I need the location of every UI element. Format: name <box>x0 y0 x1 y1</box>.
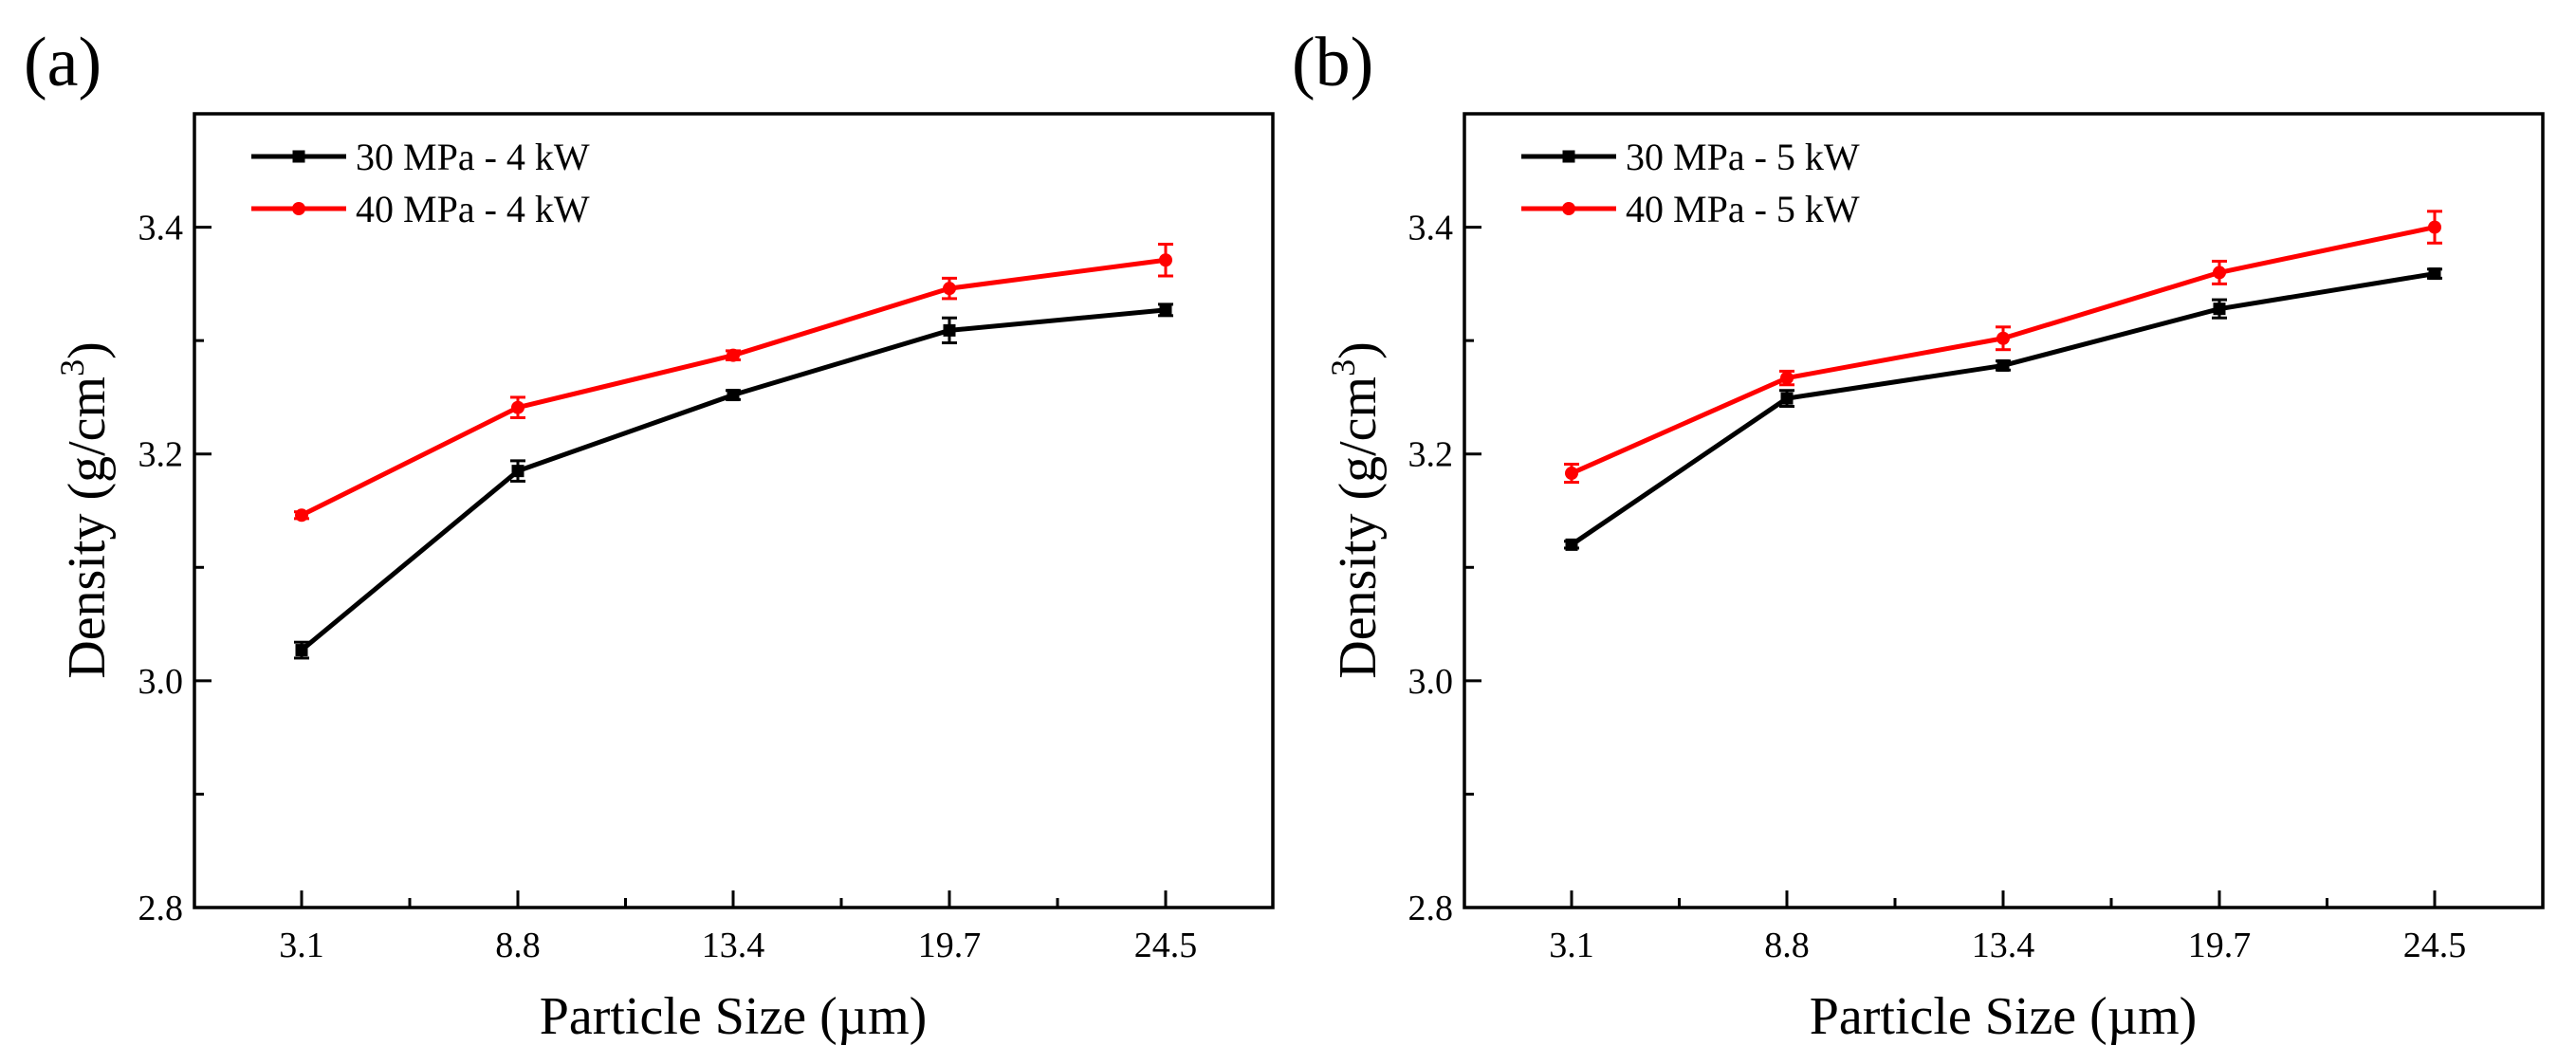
data-point <box>2428 267 2441 281</box>
plot-area-b <box>1463 112 2545 909</box>
series-layer-b <box>1564 210 2442 551</box>
chart-panel-b: (b) 3.1 8.8 13.4 19.7 24.5 2.8 3.0 3.2 3.4 30 M… <box>1292 24 2545 1046</box>
data-point <box>1159 253 1172 267</box>
data-point <box>295 508 308 523</box>
series-30-mpa-4-kw <box>294 303 1173 660</box>
y-tick-label-a: 2.8 <box>138 889 184 928</box>
y-ticks-b: 2.8 3.0 3.2 3.4 <box>1408 112 1481 928</box>
x-tick-label-a: 19.7 <box>918 926 982 965</box>
y-tick-label-a: 3.2 <box>138 435 184 475</box>
x-tick-label-a: 8.8 <box>495 926 541 965</box>
data-point <box>2213 303 2226 316</box>
x-ticks-b: 3.1 8.8 13.4 19.7 24.5 <box>1549 890 2466 965</box>
data-point <box>943 282 956 296</box>
legend-marker <box>292 202 305 215</box>
data-point <box>511 465 524 478</box>
x-axis-label-b: Particle Size (µm) <box>1810 987 2198 1046</box>
y-axis-label-main-a: Density (g/cm <box>58 376 117 679</box>
legend-marker <box>1562 150 1575 163</box>
data-point <box>1996 331 2010 345</box>
data-point <box>2213 266 2226 280</box>
legend-marker <box>292 150 305 163</box>
legend-a: 30 MPa - 4 kW 40 MPa - 4 kW <box>251 136 590 230</box>
legend-label: 40 MPa - 5 kW <box>1626 188 1860 230</box>
data-point <box>1565 538 1578 551</box>
x-tick-label-b: 8.8 <box>1764 926 1810 965</box>
y-tick-label-a: 3.0 <box>138 662 184 702</box>
y-tick-label-a: 3.4 <box>138 209 184 248</box>
legend-label: 30 MPa - 4 kW <box>356 136 590 178</box>
data-point <box>1996 358 2010 372</box>
y-tick-label-b: 3.0 <box>1408 662 1454 702</box>
legend-label: 30 MPa - 5 kW <box>1626 136 1860 178</box>
y-ticks-a: 2.8 3.0 3.2 3.4 <box>138 112 212 928</box>
data-point <box>295 644 308 657</box>
legend-item: 40 MPa - 5 kW <box>1521 188 1860 230</box>
series-line-40-mpa-4-kw <box>300 257 1167 518</box>
x-tick-label-b: 13.4 <box>1972 926 2035 965</box>
y-axis-label-main-b: Density (g/cm <box>1329 376 1388 679</box>
series-40-mpa-4-kw <box>294 243 1173 523</box>
data-point <box>727 348 740 362</box>
series-layer-a <box>294 243 1173 660</box>
data-point <box>1780 371 1794 385</box>
panel-label-a: (a) <box>24 24 101 101</box>
series-40-mpa-5-kw <box>1564 210 2442 485</box>
y-tick-label-b: 3.2 <box>1408 435 1454 475</box>
x-tick-label-b: 24.5 <box>2403 926 2467 965</box>
series-line-30-mpa-5-kw <box>1570 271 2436 547</box>
legend-item: 30 MPa - 5 kW <box>1521 136 1860 178</box>
data-point <box>2428 220 2441 234</box>
x-ticks-a: 3.1 8.8 13.4 19.7 24.5 <box>279 890 1197 965</box>
legend-label: 40 MPa - 4 kW <box>356 188 590 230</box>
data-point <box>1159 303 1172 317</box>
y-axis-label-close-a: ) <box>58 341 117 359</box>
legend-b: 30 MPa - 5 kW 40 MPa - 5 kW <box>1521 136 1860 230</box>
data-point <box>727 389 740 402</box>
x-tick-label-a: 13.4 <box>702 926 765 965</box>
y-axis-label-sup-a: 3 <box>53 359 91 376</box>
x-tick-label-a: 24.5 <box>1134 926 1198 965</box>
series-30-mpa-5-kw <box>1564 267 2442 551</box>
y-tick-label-b: 3.4 <box>1408 209 1454 248</box>
chart-panel-a: (a) 3.1 8.8 13.4 19.7 24.5 2.8 3.0 3.2 3.4 30 M… <box>24 24 1275 1046</box>
legend-item: 40 MPa - 4 kW <box>251 188 590 230</box>
plot-area-a <box>193 112 1275 909</box>
legend-item: 30 MPa - 4 kW <box>251 136 590 178</box>
y-axis-label-b: Density (g/cm3) <box>1324 341 1388 678</box>
y-tick-label-b: 2.8 <box>1408 889 1454 928</box>
y-axis-label-sup-b: 3 <box>1324 359 1362 376</box>
data-point <box>511 400 524 414</box>
x-tick-label-a: 3.1 <box>279 926 324 965</box>
data-point <box>1565 467 1578 481</box>
legend-marker <box>1562 202 1575 215</box>
data-point <box>943 323 956 337</box>
x-tick-label-b: 3.1 <box>1549 926 1594 965</box>
panel-label-b: (b) <box>1292 24 1373 101</box>
y-axis-label-close-b: ) <box>1329 341 1388 359</box>
data-point <box>1780 392 1794 405</box>
y-axis-label-a: Density (g/cm3) <box>53 341 117 678</box>
x-axis-label-a: Particle Size (µm) <box>540 987 928 1046</box>
x-tick-label-b: 19.7 <box>2188 926 2252 965</box>
